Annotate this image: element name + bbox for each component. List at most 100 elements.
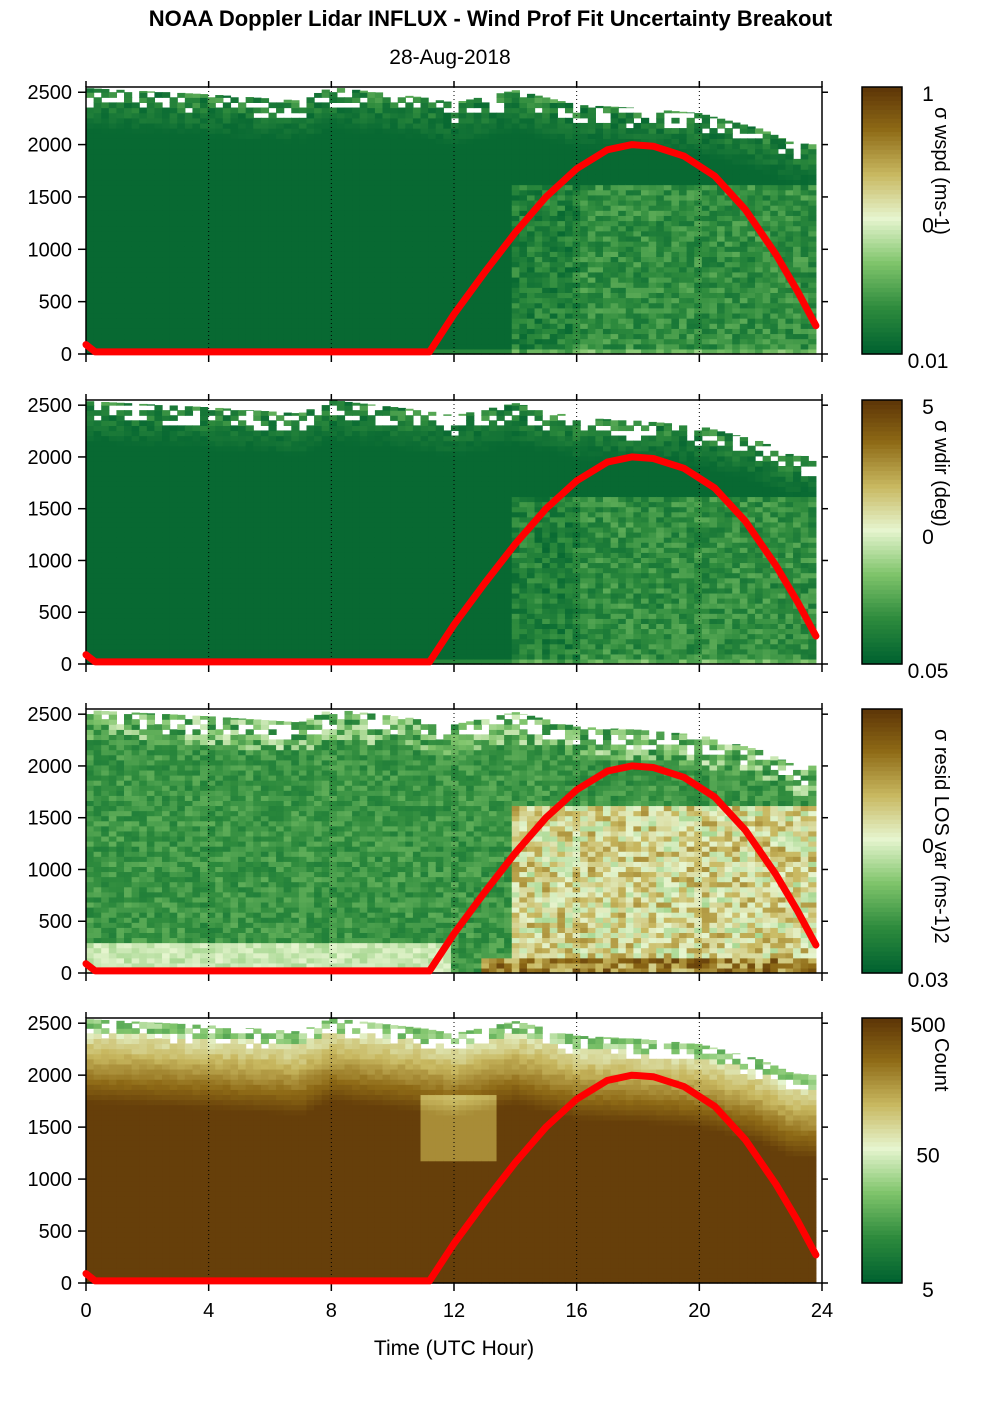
heatmap-cell <box>162 292 170 298</box>
heatmap-cell <box>299 292 307 298</box>
heatmap-cell <box>86 118 94 124</box>
heatmap-cell <box>101 623 109 629</box>
heatmap-cell <box>565 123 573 129</box>
heatmap-cell <box>132 298 140 304</box>
heatmap-cell <box>360 210 368 216</box>
heatmap-cell <box>770 226 778 232</box>
heatmap-cell <box>109 542 117 548</box>
heatmap-cell <box>337 108 345 114</box>
heatmap-cell <box>626 185 634 191</box>
heatmap-cell <box>671 298 679 304</box>
heatmap-cell <box>246 308 254 314</box>
heatmap-cell <box>223 262 231 268</box>
heatmap-cell <box>109 226 117 232</box>
heatmap-cell <box>246 210 254 216</box>
heatmap-cell <box>177 210 185 216</box>
heatmap-cell <box>702 282 710 288</box>
heatmap-cell <box>329 282 337 288</box>
heatmap-cell <box>132 164 140 170</box>
heatmap-cell <box>124 292 132 298</box>
heatmap-cell <box>641 159 649 165</box>
heatmap-cell <box>383 272 391 278</box>
heatmap-cell <box>656 313 664 319</box>
heatmap-cell <box>185 149 193 155</box>
heatmap-cell <box>694 303 702 309</box>
heatmap-cell <box>489 190 497 196</box>
heatmap-cell <box>603 174 611 180</box>
heatmap-cell <box>200 195 208 201</box>
heatmap-cell <box>360 200 368 206</box>
heatmap-cell <box>550 344 558 350</box>
heatmap-cell <box>352 323 360 329</box>
heatmap-cell <box>428 169 436 175</box>
heatmap-cell <box>664 313 672 319</box>
heatmap-cell <box>618 231 626 237</box>
heatmap-cell <box>390 256 398 262</box>
heatmap-cell <box>535 215 543 221</box>
heatmap-cell <box>717 205 725 211</box>
heatmap-cell <box>306 195 314 201</box>
heatmap-cell <box>116 169 124 175</box>
heatmap-cell <box>580 246 588 252</box>
heatmap-cell <box>109 446 117 452</box>
heatmap-cell <box>215 138 223 144</box>
heatmap-cell <box>565 241 573 247</box>
heatmap-cell <box>679 298 687 304</box>
colorbar-swatch <box>862 212 902 217</box>
heatmap-cell <box>801 333 809 339</box>
heatmap-cell <box>778 174 786 180</box>
heatmap-cell <box>177 200 185 206</box>
heatmap-cell <box>717 282 725 288</box>
heatmap-cell <box>383 262 391 268</box>
colorbar-swatch <box>862 323 902 328</box>
heatmap-cell <box>185 323 193 329</box>
heatmap-cell <box>717 251 725 257</box>
heatmap-cell <box>740 344 748 350</box>
heatmap-cell <box>732 149 740 155</box>
heatmap-cell <box>344 226 352 232</box>
heatmap-cell <box>451 154 459 160</box>
heatmap-cell <box>405 328 413 334</box>
heatmap-cell <box>238 251 246 257</box>
heatmap-cell <box>481 174 489 180</box>
heatmap-cell <box>86 522 94 528</box>
heatmap-cell <box>94 308 102 314</box>
heatmap-cell <box>656 344 664 350</box>
heatmap-cell <box>154 246 162 252</box>
heatmap-cell <box>504 313 512 319</box>
heatmap-cell <box>550 333 558 339</box>
heatmap-cell <box>550 164 558 170</box>
heatmap-cell <box>732 323 740 329</box>
heatmap-cell <box>413 200 421 206</box>
heatmap-cell <box>801 195 809 201</box>
heatmap-cell <box>626 215 634 221</box>
heatmap-cell <box>747 128 755 134</box>
heatmap-cell <box>679 246 687 252</box>
heatmap-cell <box>633 159 641 165</box>
heatmap-cell <box>656 190 664 196</box>
heatmap-cell <box>763 149 771 155</box>
heatmap-cell <box>405 323 413 329</box>
heatmap-cell <box>215 246 223 252</box>
heatmap-cell <box>116 623 124 629</box>
heatmap-cell <box>86 446 94 452</box>
heatmap-cell <box>793 174 801 180</box>
heatmap-cell <box>725 246 733 252</box>
heatmap-cell <box>398 185 406 191</box>
heatmap-cell <box>618 236 626 242</box>
heatmap-cell <box>367 149 375 155</box>
heatmap-cell <box>565 308 573 314</box>
colorbar-swatch <box>862 243 902 248</box>
heatmap-cell <box>246 287 254 293</box>
heatmap-cell <box>451 282 459 288</box>
heatmap-cell <box>649 200 657 206</box>
heatmap-cell <box>466 210 474 216</box>
heatmap-cell <box>443 102 451 108</box>
heatmap-cell <box>329 169 337 175</box>
heatmap-cell <box>147 246 155 252</box>
heatmap-cell <box>451 200 459 206</box>
heatmap-cell <box>732 267 740 273</box>
heatmap-cell <box>443 262 451 268</box>
heatmap-cell <box>489 164 497 170</box>
heatmap-cell <box>192 231 200 237</box>
